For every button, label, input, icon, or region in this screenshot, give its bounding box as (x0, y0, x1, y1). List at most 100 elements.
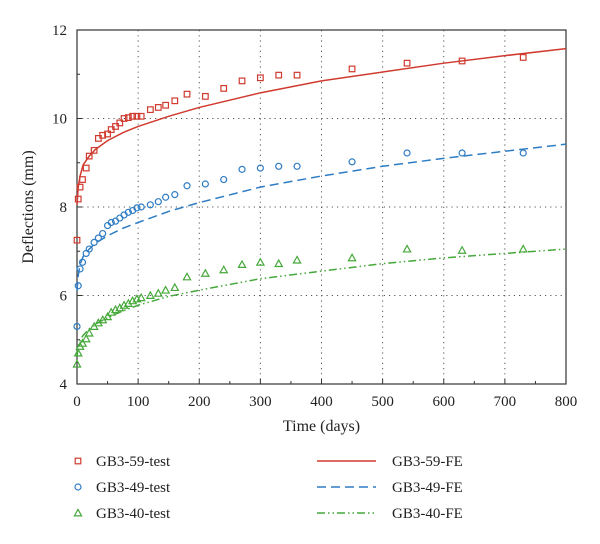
data-point (112, 123, 119, 130)
tick-labels: 0 100 200 300 400 500 600 700 800 4 6 8 10 12 (52, 23, 577, 410)
data-point (116, 214, 124, 222)
data-point (124, 114, 132, 122)
data-point (99, 131, 107, 139)
legend-item-gb3-49-fe: GB3-49-FE (317, 480, 463, 496)
data-point (85, 245, 93, 253)
series-points-gb3-40-test (72, 244, 528, 368)
y-tick-label: 6 (60, 289, 68, 305)
data-point (102, 311, 113, 321)
data-point (90, 238, 98, 246)
data-point (171, 97, 179, 105)
legend-label: GB3-49-FE (392, 480, 463, 496)
legend-marker (73, 508, 83, 517)
data-point (78, 258, 87, 266)
data-point (154, 104, 162, 111)
data-point (136, 292, 146, 302)
data-point (76, 183, 84, 191)
data-point (90, 146, 98, 154)
data-point (72, 359, 82, 368)
data-point (161, 285, 171, 294)
data-point (238, 165, 246, 173)
data-point (256, 74, 264, 82)
legend-label: GB3-49-test (96, 480, 171, 496)
data-point (348, 65, 356, 73)
data-point (220, 85, 228, 92)
x-tick-label: 300 (249, 394, 272, 410)
data-point (104, 130, 111, 138)
data-point (256, 164, 264, 172)
legend: GB3-59-test GB3-49-test GB3-40-test GB3-59-… (73, 454, 463, 522)
series-points-gb3-49-test (73, 149, 527, 331)
x-axis-label: Time (days) (283, 418, 360, 435)
axis-ticks (76, 29, 567, 385)
data-point (170, 282, 180, 292)
data-point (200, 268, 210, 277)
data-point (220, 175, 228, 184)
y-tick-label: 4 (60, 377, 68, 393)
data-point (293, 71, 301, 79)
data-point (275, 71, 283, 79)
data-point (129, 112, 137, 120)
data-point (458, 149, 466, 157)
data-point (133, 112, 141, 120)
data-point (94, 234, 102, 242)
legend-item-gb3-59-test: GB3-59-test (74, 454, 171, 470)
series-points-gb3-59-test (73, 54, 527, 244)
data-point (124, 208, 132, 216)
data-point (162, 101, 170, 109)
data-point (81, 334, 91, 343)
x-tick-label: 200 (188, 394, 211, 410)
data-point (73, 348, 83, 357)
data-point (219, 264, 229, 274)
x-tick-label: 800 (555, 394, 578, 410)
series-line-gb3-59-fe (76, 47, 567, 205)
data-point (145, 290, 155, 299)
data-point (76, 265, 84, 273)
legend-item-gb3-40-fe: GB3-40-FE (317, 506, 463, 522)
data-point (274, 258, 284, 268)
x-tick-label: 700 (494, 394, 517, 410)
data-point (120, 115, 128, 122)
data-point (73, 236, 81, 244)
legend-label: GB3-40-test (96, 506, 171, 522)
data-point (519, 149, 527, 157)
y-tick-label: 12 (52, 23, 67, 39)
grid (77, 30, 566, 384)
data-point (403, 59, 411, 67)
data-point (519, 54, 527, 61)
legend-marker (74, 483, 82, 491)
data-point (73, 322, 81, 331)
data-point (133, 204, 141, 212)
data-point (171, 191, 179, 199)
data-point (82, 164, 90, 172)
data-point (237, 259, 247, 269)
data-point (85, 152, 93, 160)
data-point (84, 328, 94, 337)
data-point (183, 182, 191, 190)
data-point (137, 203, 145, 211)
data-point (116, 119, 124, 127)
legend-item-gb3-49-test: GB3-49-test (74, 480, 171, 496)
x-tick-label: 600 (433, 394, 456, 410)
data-point (348, 158, 356, 166)
data-point (182, 272, 192, 281)
data-point (137, 112, 145, 120)
series-points (72, 54, 528, 368)
data-point (402, 244, 412, 253)
data-point (74, 195, 82, 203)
data-point (458, 57, 466, 65)
x-tick-label: 500 (371, 394, 394, 410)
data-point (154, 198, 162, 206)
data-point (146, 201, 154, 209)
legend-item-gb3-59-fe: GB3-59-FE (317, 454, 463, 470)
data-point (107, 218, 115, 227)
data-point (201, 92, 209, 100)
data-point (162, 193, 170, 201)
y-tick-label: 10 (52, 112, 67, 128)
data-point (99, 229, 107, 238)
data-point (74, 282, 82, 290)
y-tick-label: 8 (60, 200, 68, 216)
series-line-gb3-40-fe (76, 248, 567, 357)
data-point (238, 77, 246, 85)
